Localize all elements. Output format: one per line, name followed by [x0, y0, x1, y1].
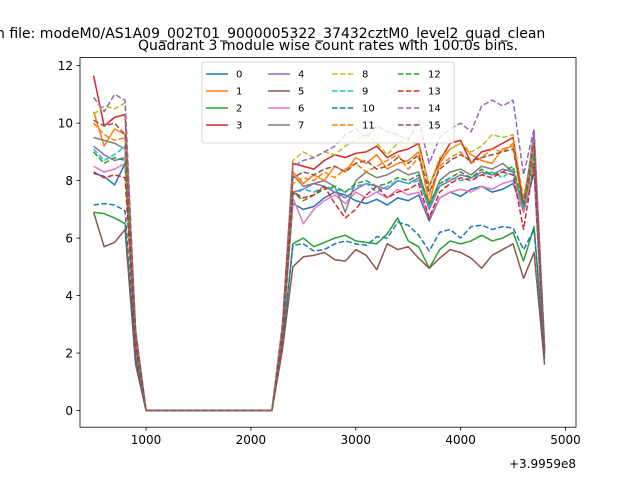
y-tick-label: 0 — [65, 404, 73, 418]
legend-label-3: 3 — [236, 121, 242, 132]
legend-label-10: 10 — [362, 104, 375, 115]
chart-title: Quadrant 3 module wise count rates with … — [138, 38, 518, 54]
legend-label-12: 12 — [428, 70, 441, 81]
series-layer — [92, 75, 546, 412]
x-tick-label: 3000 — [341, 433, 372, 447]
legend-label-7: 7 — [298, 121, 304, 132]
legend-frame — [201, 61, 455, 144]
legend-label-8: 8 — [362, 70, 368, 81]
legend-label-11: 11 — [362, 121, 375, 132]
y-tick-label: 8 — [65, 174, 73, 188]
axes-frame — [79, 57, 577, 428]
series-line-15 — [93, 119, 546, 412]
legend-label-6: 6 — [298, 104, 304, 115]
legend-label-13: 13 — [428, 87, 441, 98]
series-line-13 — [93, 162, 546, 412]
y-tick-label: 12 — [58, 59, 73, 73]
x-offset-label: +3.9959e8 — [509, 457, 576, 471]
legend-label-0: 0 — [236, 70, 242, 81]
x-tick-label: 1000 — [131, 433, 162, 447]
series-line-14 — [93, 93, 546, 412]
y-tick-label: 4 — [65, 289, 73, 303]
x-tick-label: 2000 — [236, 433, 267, 447]
legend-label-2: 2 — [236, 104, 242, 115]
y-tick-label: 10 — [58, 116, 73, 130]
figure-suptitle: n file: modeM0/AS1A09_002T01_9000005322_… — [0, 26, 545, 42]
x-tick-label: 5000 — [550, 433, 581, 447]
y-tick-label: 2 — [65, 346, 73, 360]
x-tick-label: 4000 — [445, 433, 476, 447]
legend-label-9: 9 — [362, 87, 368, 98]
legend-label-5: 5 — [298, 87, 304, 98]
legend-label-1: 1 — [236, 87, 242, 98]
legend-label-15: 15 — [428, 121, 441, 132]
legend-label-4: 4 — [298, 70, 304, 81]
y-axis: 0 2 4 6 8 10 12 — [58, 59, 80, 418]
legend-label-14: 14 — [428, 104, 441, 115]
y-tick-label: 6 — [65, 231, 73, 245]
x-axis: 1000 2000 3000 4000 5000 — [131, 427, 581, 447]
